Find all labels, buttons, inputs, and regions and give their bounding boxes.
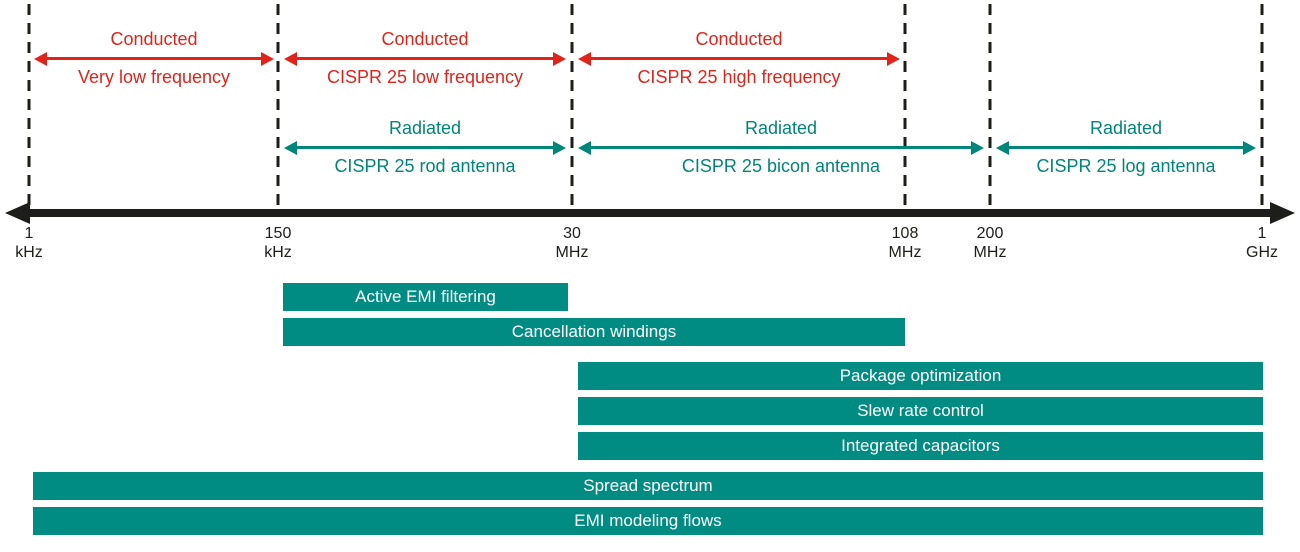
axis-arrowhead-left-icon bbox=[5, 202, 30, 224]
tick-value: 30 bbox=[563, 225, 581, 242]
tick-value: 200 bbox=[976, 225, 1004, 242]
tick-unit: MHz bbox=[888, 244, 922, 261]
bar-slew-rate-control: Slew rate control bbox=[578, 397, 1263, 425]
tick-1ghz: 1 GHz bbox=[1246, 224, 1278, 262]
tick-value: 1 bbox=[1257, 225, 1267, 242]
tick-value: 150 bbox=[264, 225, 292, 242]
range-category-label: Radiated bbox=[388, 118, 462, 138]
tick-value: 108 bbox=[891, 225, 919, 242]
radiated-range-bicon-antenna: Radiated CISPR 25 bicon antenna bbox=[578, 118, 984, 177]
range-name-label: CISPR 25 log antenna bbox=[1036, 156, 1216, 176]
conducted-range-cispr25-low: Conducted CISPR 25 low frequency bbox=[284, 29, 566, 88]
gridline-200mhz bbox=[988, 4, 992, 206]
bar-cancellation-windings: Cancellation windings bbox=[283, 318, 905, 346]
tick-30mhz: 30 MHz bbox=[556, 224, 589, 262]
bar-label: Integrated capacitors bbox=[841, 436, 1000, 455]
gridline-1khz bbox=[27, 4, 31, 206]
radiated-range-rod-antenna: Radiated CISPR 25 rod antenna bbox=[284, 118, 566, 177]
bar-label: Spread spectrum bbox=[583, 476, 713, 495]
axis-line bbox=[23, 209, 1277, 217]
bar-label: Active EMI filtering bbox=[355, 287, 496, 306]
double-arrow-icon bbox=[284, 52, 566, 66]
range-name-label: CISPR 25 high frequency bbox=[637, 67, 841, 87]
bar-package-optimization: Package optimization bbox=[578, 362, 1263, 390]
tick-150khz: 150 kHz bbox=[264, 224, 292, 262]
tick-unit: kHz bbox=[15, 244, 43, 261]
gridline-108mhz bbox=[903, 4, 907, 206]
double-arrow-icon bbox=[578, 141, 984, 155]
tick-200mhz: 200 MHz bbox=[974, 224, 1007, 262]
tick-1khz: 1 kHz bbox=[15, 224, 43, 262]
range-category-label: Conducted bbox=[381, 29, 469, 49]
range-category-label: Conducted bbox=[695, 29, 783, 49]
range-category-label: Radiated bbox=[1089, 118, 1163, 138]
tick-unit: GHz bbox=[1246, 244, 1278, 261]
tick-unit: kHz bbox=[264, 244, 292, 261]
bar-active-emi-filtering: Active EMI filtering bbox=[283, 283, 568, 311]
gridline-1ghz bbox=[1260, 4, 1264, 206]
gridline-30mhz bbox=[570, 4, 574, 206]
bar-spread-spectrum: Spread spectrum bbox=[33, 472, 1263, 500]
conducted-range-very-low-frequency: Conducted Very low frequency bbox=[34, 29, 274, 88]
range-name-label: CISPR 25 low frequency bbox=[326, 67, 524, 87]
gridline-150khz bbox=[276, 4, 280, 206]
tick-108mhz: 108 MHz bbox=[889, 224, 922, 262]
tick-unit: MHz bbox=[555, 244, 589, 261]
bar-label: Cancellation windings bbox=[511, 322, 677, 341]
axis-arrowhead-right-icon bbox=[1270, 202, 1295, 224]
conducted-range-cispr25-high: Conducted CISPR 25 high frequency bbox=[578, 29, 900, 88]
range-category-label: Conducted bbox=[110, 29, 198, 49]
double-arrow-icon bbox=[34, 52, 274, 66]
bar-label: Slew rate control bbox=[857, 401, 984, 420]
range-name-label: CISPR 25 rod antenna bbox=[334, 156, 516, 176]
double-arrow-icon bbox=[996, 141, 1256, 155]
range-name-label: Very low frequency bbox=[77, 67, 231, 87]
double-arrow-icon bbox=[284, 141, 566, 155]
bar-emi-modeling-flows: EMI modeling flows bbox=[33, 507, 1263, 535]
tick-value: 1 bbox=[24, 225, 34, 242]
bar-integrated-capacitors: Integrated capacitors bbox=[578, 432, 1263, 460]
tick-unit: MHz bbox=[973, 244, 1007, 261]
range-name-label: CISPR 25 bicon antenna bbox=[681, 156, 881, 176]
frequency-axis bbox=[5, 202, 1295, 224]
bar-label: EMI modeling flows bbox=[574, 511, 722, 530]
double-arrow-icon bbox=[578, 52, 900, 66]
radiated-range-log-antenna: Radiated CISPR 25 log antenna bbox=[996, 118, 1256, 177]
range-category-label: Radiated bbox=[744, 118, 818, 138]
bar-label: Package optimization bbox=[839, 366, 1002, 385]
